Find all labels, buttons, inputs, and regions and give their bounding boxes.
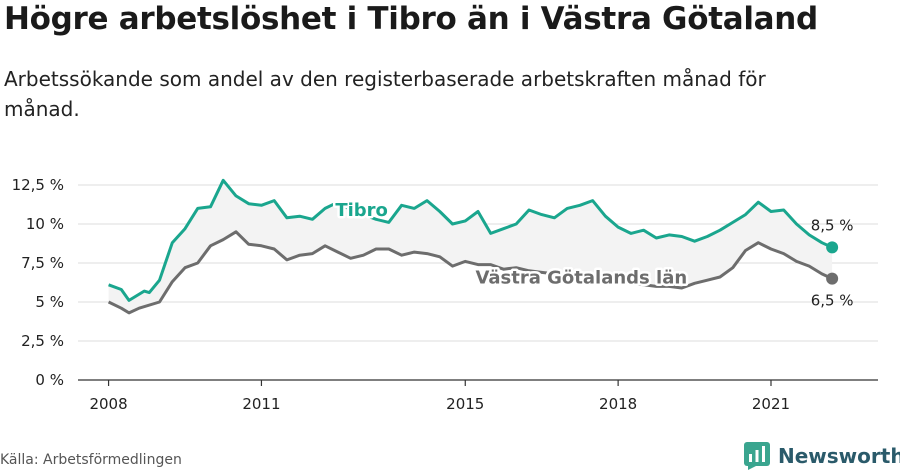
series-line-tibro (108, 178, 833, 302)
end-value-region: 6,5 % (811, 292, 854, 310)
y-tick-label: 0 % (35, 371, 64, 389)
x-tick-label: 2015 (446, 395, 484, 413)
chart-title: Högre arbetslöshet i Tibro än i Västra G… (4, 1, 818, 37)
y-tick-label: 5 % (35, 293, 64, 311)
y-tick-label: 7,5 % (21, 254, 64, 272)
x-tick-label: 2021 (752, 395, 790, 413)
end-point-tibro (826, 241, 839, 254)
end-point-region (826, 272, 839, 285)
y-tick-label: 2,5 % (21, 332, 64, 350)
chart-subtitle: Arbetssökande som andel av den registerb… (4, 67, 766, 121)
series-label-tibro: Tibro (335, 200, 388, 221)
brand: Newsworthy (744, 440, 900, 472)
end-value-tibro: 8,5 % (811, 216, 854, 234)
source-note: Källa: Arbetsförmedlingen (0, 452, 182, 468)
x-tick-label: 2018 (599, 395, 637, 413)
brand-name: Newsworthy (778, 444, 900, 468)
x-tick-label: 2008 (89, 395, 127, 413)
x-tick-label: 2011 (242, 395, 280, 413)
y-tick-label: 10 % (26, 215, 64, 233)
series-line-region (107, 230, 833, 315)
newsworthy-logo-icon (744, 442, 770, 470)
y-axis-labels: 0 % 2,5 % 5 % 7,5 % 10 % 12,5 % (12, 176, 64, 389)
y-tick-label: 12,5 % (12, 176, 64, 194)
difference-band (108, 180, 833, 313)
series-label-region: Västra Götalands län (475, 267, 687, 288)
x-axis-ticks: 2008 2011 2015 2018 2021 (89, 380, 790, 413)
